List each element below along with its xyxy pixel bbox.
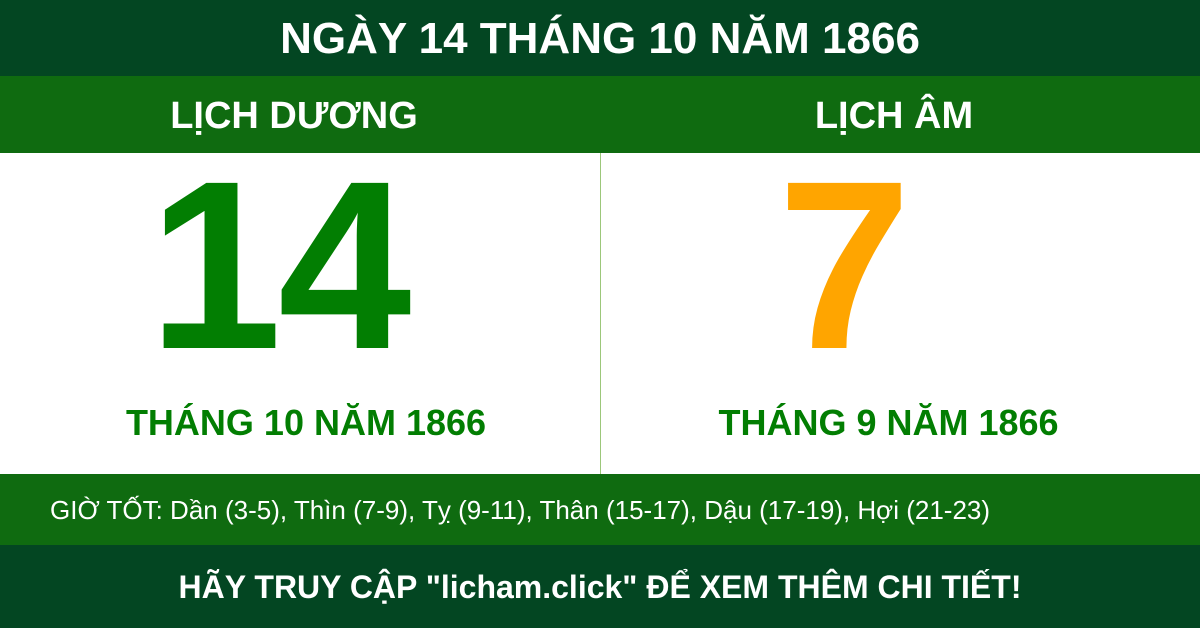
footer-cta: HÃY TRUY CẬP "licham.click" ĐỂ XEM THÊM … [0, 545, 1200, 628]
lunar-panel: 7 THÁNG 9 NĂM 1866 [601, 145, 1200, 474]
good-hours: GIỜ TỐT: Dần (3-5), Thìn (7-9), Tỵ (9-11… [0, 474, 1200, 545]
lunar-day: 7 [777, 131, 911, 399]
solar-calendar-label: LỊCH DƯƠNG [170, 95, 418, 137]
solar-month-year: THÁNG 10 NĂM 1866 [125, 402, 487, 443]
lunar-calendar-label: LỊCH ÂM [814, 95, 974, 137]
lunar-month-year: THÁNG 9 NĂM 1866 [718, 402, 1059, 443]
page-title: NGÀY 14 THÁNG 10 NĂM 1866 [0, 0, 1200, 76]
divider [600, 153, 601, 474]
calendar-headers: LỊCH DƯƠNG LỊCH ÂM [0, 76, 1200, 153]
solar-day: 14 [148, 131, 412, 399]
solar-panel: 14 THÁNG 10 NĂM 1866 [0, 145, 600, 474]
